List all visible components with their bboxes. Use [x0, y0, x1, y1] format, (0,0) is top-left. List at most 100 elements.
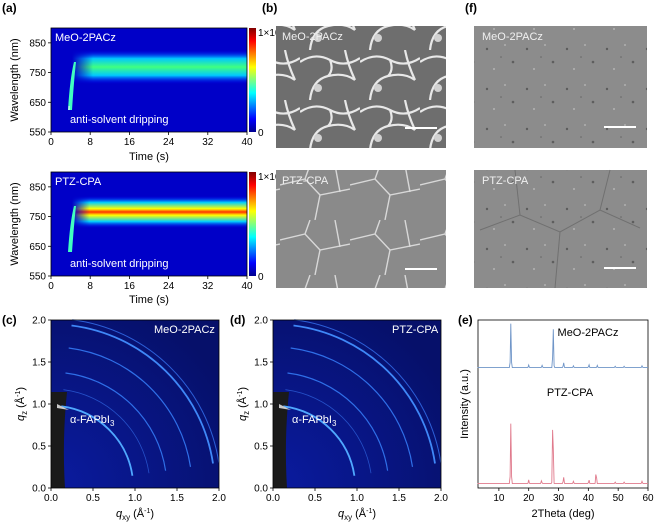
sem-image-b-meo: MeO-2PACz [276, 26, 446, 148]
y-tick-label: 2.0 [32, 316, 46, 327]
xrd-series-label-ptz: PTZ-CPA [547, 387, 594, 399]
y-tick-label: 2.0 [254, 316, 268, 327]
y-tick-label: 0.5 [32, 442, 46, 453]
x-tick-label: 0 [48, 137, 54, 148]
x-tick-label: 32 [202, 137, 214, 148]
x-tick-label: 16 [124, 137, 136, 148]
y-tick-label: 850 [29, 38, 46, 49]
x-tick-label: 1.5 [392, 493, 406, 504]
pl-sample-label: PTZ-CPA [55, 176, 102, 188]
x-tick-label: 30 [553, 493, 565, 504]
sem-image-f-ptz: PTZ-CPA [474, 169, 647, 289]
diffraction-rings [279, 319, 442, 476]
xrd-axis-ticks: 10 20 30 40 50 60 [493, 488, 654, 504]
x-tick-label: 32 [202, 281, 214, 292]
y-tick-label: 0.0 [254, 484, 268, 495]
x-tick-label: 24 [163, 137, 175, 148]
x-tick-label: 0.5 [86, 493, 100, 504]
colorbar-max: 1×10 [258, 172, 281, 183]
x-tick-label: 2.0 [434, 493, 448, 504]
sem-image-f-meo: MeO-2PACz [474, 26, 647, 148]
panel-label-d: (d) [230, 313, 245, 327]
diffraction-ring [283, 405, 356, 476]
giwaxs-xlabel: qxy (Å-1) [116, 507, 154, 522]
colorbar-min: 0 [258, 128, 264, 139]
diffraction-ring [287, 372, 389, 471]
pl-nucleation-streak [68, 206, 76, 252]
x-tick-label: 10 [493, 493, 505, 504]
pl-map-meo: MeO-2PACz anti-solvent dripping [50, 27, 248, 133]
pl-xlabel: Time (s) [129, 151, 169, 163]
x-tick-label: 20 [523, 493, 535, 504]
x-tick-label: 2.0 [212, 493, 226, 504]
giwaxs-pattern [51, 320, 219, 488]
diffraction-ring [294, 319, 442, 463]
x-tick-label: 50 [613, 493, 625, 504]
colorbar-max: 1×10 [258, 28, 281, 39]
svg-text:α-FAPbI3: α-FAPbI3 [70, 414, 115, 428]
x-tick-label: 60 [642, 493, 654, 504]
pl-xlabel: Time (s) [129, 294, 169, 306]
panel-label-e: (e) [458, 313, 473, 327]
xrd-series [477, 323, 648, 485]
giwaxs-meo: MeO-2PACz α-FAPbI3 [50, 319, 220, 489]
y-tick-label: 750 [29, 68, 46, 79]
xrd-chart: 10 20 30 40 50 60 MeO-2PACz PTZ-CPA Intensity… [459, 319, 654, 520]
giwaxs-sample-label: PTZ-CPA [392, 324, 439, 336]
x-tick-label: 40 [241, 281, 253, 292]
y-tick-label: 550 [29, 128, 46, 139]
phase-label: α-FAPbI [292, 414, 332, 426]
y-tick-label: 650 [29, 242, 46, 253]
phase-reflection [279, 404, 291, 410]
pl-axis-ticks: 0 8 16 24 32 40 550 650 750 850 0 8 16 24 32 40 550 650 75… [29, 38, 253, 292]
pl-map-ptz: PTZ-CPA anti-solvent dripping [50, 171, 248, 277]
x-tick-label: 16 [124, 281, 136, 292]
diffraction-ring [61, 405, 134, 476]
sem-label: MeO-2PACz [282, 31, 343, 43]
y-tick-label: 1.0 [254, 400, 268, 411]
x-tick-label: 8 [87, 137, 93, 148]
giwaxs-pattern [273, 320, 441, 488]
x-tick-label: 40 [241, 137, 253, 148]
xrd-series-line [477, 423, 648, 485]
x-tick-label: 0.5 [308, 493, 322, 504]
panel-label-a: (a) [2, 1, 17, 15]
panel-label-c: (c) [2, 313, 17, 327]
giwaxs-ylabel: qz (Å-1) [14, 387, 29, 421]
giwaxs-axis-ticks: 0.00.00.50.51.01.01.51.52.02.00.00.00.50… [32, 316, 448, 505]
detector-gap [273, 392, 289, 488]
y-tick-label: 650 [29, 98, 46, 109]
anti-solvent-annotation: anti-solvent dripping [70, 114, 168, 126]
pl-nucleation-streak [68, 62, 76, 110]
pl-ylabel: Wavelength (nm) [9, 182, 21, 265]
anti-solvent-annotation: anti-solvent dripping [70, 258, 168, 270]
svg-text:α-FAPbI3: α-FAPbI3 [292, 414, 337, 428]
giwaxs-sample-label: MeO-2PACz [154, 324, 215, 336]
y-tick-label: 1.5 [254, 358, 268, 369]
y-tick-label: 550 [29, 272, 46, 283]
sem-label: PTZ-CPA [482, 175, 529, 187]
x-tick-label: 40 [583, 493, 595, 504]
x-tick-label: 0.0 [44, 493, 58, 504]
y-tick-label: 0.0 [32, 484, 46, 495]
giwaxs-xlabel: qxy (Å-1) [338, 507, 376, 522]
sem-label: PTZ-CPA [282, 175, 329, 187]
x-tick-label: 1.0 [350, 493, 364, 504]
x-tick-label: 0 [48, 281, 54, 292]
y-tick-label: 850 [29, 182, 46, 193]
colorbar [249, 28, 256, 132]
xrd-xlabel: 2Theta (deg) [532, 508, 595, 520]
diffraction-ring [293, 324, 436, 464]
x-tick-label: 0.0 [266, 493, 280, 504]
diffraction-ring [290, 347, 414, 467]
diffraction-ring [65, 372, 167, 471]
pl-sample-label: MeO-2PACz [55, 32, 116, 44]
phase-label: α-FAPbI [70, 414, 110, 426]
y-tick-label: 0.5 [254, 442, 268, 453]
diffraction-ring [72, 319, 220, 463]
sem-label: MeO-2PACz [482, 31, 543, 43]
xrd-series-label-meo: MeO-2PACz [558, 327, 619, 339]
diffraction-ring [71, 324, 214, 464]
giwaxs-ylabel: qz (Å-1) [236, 387, 251, 421]
